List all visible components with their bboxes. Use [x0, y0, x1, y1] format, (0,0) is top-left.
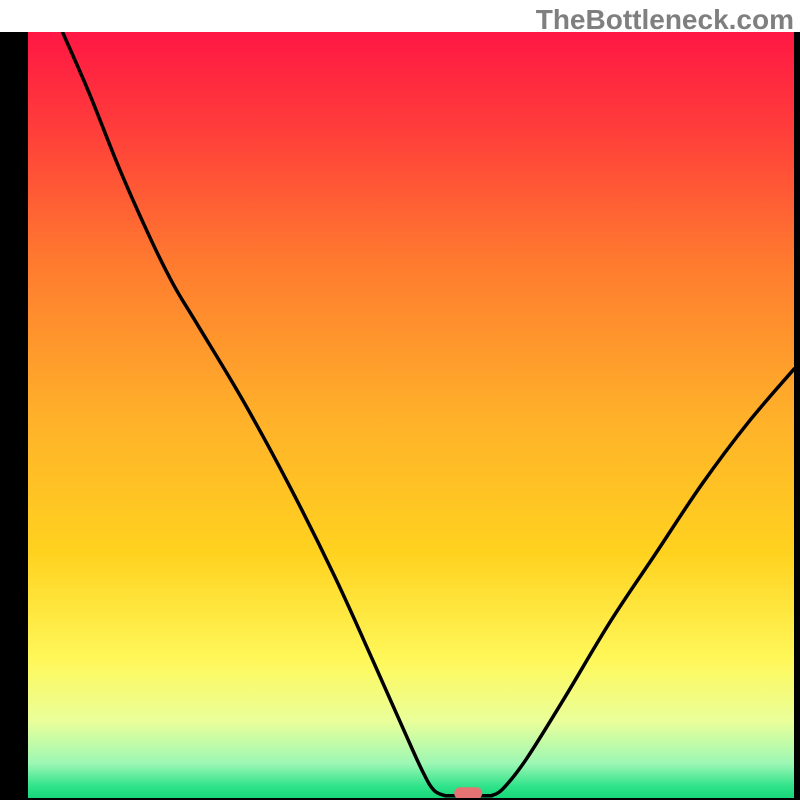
frame-right — [794, 32, 800, 800]
bottleneck-curve — [28, 32, 794, 798]
watermark-text: TheBottleneck.com — [536, 4, 794, 36]
plot-area — [28, 32, 794, 798]
frame-left — [0, 32, 28, 800]
chart-container: TheBottleneck.com — [0, 0, 800, 800]
